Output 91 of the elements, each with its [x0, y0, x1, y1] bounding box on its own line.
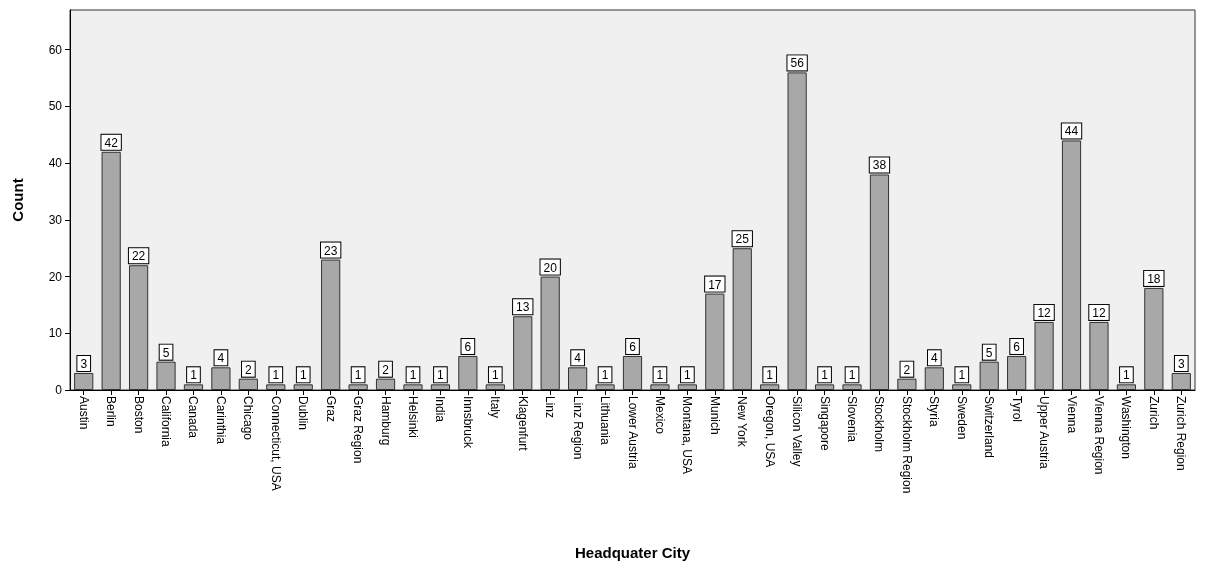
- y-tick-label: 20: [48, 269, 63, 284]
- x-tick-label: Lithuania: [598, 396, 613, 446]
- data-label: 1: [821, 368, 829, 383]
- x-tick-label: Zurich: [1146, 396, 1161, 430]
- data-label: 1: [354, 368, 362, 383]
- x-tick-label: Vienna Region: [1091, 396, 1106, 475]
- x-tick-label: Oregon, USA: [762, 396, 777, 468]
- x-tick-label: Austin: [76, 396, 91, 430]
- data-label: 5: [985, 345, 993, 360]
- data-label: 17: [708, 277, 722, 292]
- y-tick-label: 40: [48, 156, 63, 171]
- x-tick-label: Stockholm: [872, 396, 887, 453]
- data-label: 6: [1013, 339, 1021, 354]
- x-axis-title: Headquater City: [574, 544, 691, 561]
- data-label: 1: [656, 368, 664, 383]
- x-tick-label: Silicon Valley: [790, 396, 805, 467]
- data-label: 2: [382, 362, 390, 377]
- data-label: 3: [80, 356, 88, 371]
- data-label: 5: [162, 345, 170, 360]
- data-label: 12: [1037, 305, 1052, 320]
- x-tick-label: Klagenfurt: [515, 396, 530, 452]
- data-label: 13: [516, 300, 530, 315]
- data-label: 12: [1092, 305, 1106, 320]
- data-label: 2: [903, 362, 911, 377]
- data-label: 1: [601, 368, 609, 383]
- x-tick-label: Innsbruck: [460, 396, 475, 450]
- data-label: 6: [464, 339, 472, 354]
- x-tick-label: Switzerland: [982, 396, 997, 459]
- x-tick-label: Dublin: [296, 396, 311, 431]
- x-tick-label: Lower Austria: [625, 396, 640, 470]
- x-tick-label: Graz: [323, 396, 338, 423]
- x-tick-label: Berlin: [104, 396, 119, 427]
- data-label: 1: [766, 368, 774, 383]
- x-tick-label: Washington: [1119, 396, 1134, 459]
- x-tick-label: Italy: [488, 396, 503, 419]
- data-label: 2: [245, 362, 253, 377]
- data-label: 6: [629, 339, 637, 354]
- data-label: 4: [574, 351, 582, 366]
- data-label: 1: [491, 368, 499, 383]
- x-tick-label: Linz: [543, 396, 558, 419]
- data-label: 44: [1064, 124, 1079, 139]
- data-label: 1: [848, 368, 856, 383]
- x-tick-label: Connecticut, USA: [268, 396, 283, 491]
- data-label: 1: [299, 368, 307, 383]
- x-tick-label: Vienna: [1064, 396, 1079, 434]
- y-tick-label: 10: [48, 326, 63, 341]
- data-label: 4: [217, 351, 225, 366]
- data-label: 56: [790, 56, 805, 71]
- data-label: 42: [104, 135, 119, 150]
- y-tick-label: 30: [48, 212, 63, 227]
- x-tick-label: Munich: [707, 396, 722, 435]
- x-tick-label: Carinthia: [213, 396, 228, 445]
- x-tick-label: Chicago: [241, 396, 256, 441]
- x-tick-label: India: [433, 396, 448, 423]
- x-tick-label: Canada: [186, 396, 201, 439]
- y-tick-label: 60: [48, 42, 63, 57]
- data-label: 1: [409, 368, 417, 383]
- x-tick-label: California: [159, 396, 174, 448]
- x-tick-label: Slovenia: [845, 396, 860, 443]
- data-label: 4: [930, 351, 938, 366]
- data-label: 1: [437, 368, 445, 383]
- data-label: 1: [1123, 368, 1131, 383]
- x-tick-label: Hamburg: [378, 396, 393, 446]
- data-label: 18: [1147, 271, 1161, 286]
- data-label: 1: [958, 368, 966, 383]
- data-label: 38: [872, 158, 887, 173]
- data-label: 1: [684, 368, 692, 383]
- data-label: 1: [272, 368, 280, 383]
- data-label: 1: [190, 368, 198, 383]
- x-tick-label: Tyrol: [1009, 396, 1024, 423]
- x-tick-label: Linz Region: [570, 396, 585, 460]
- x-tick-label: Graz Region: [351, 396, 366, 464]
- y-tick-label: 0: [55, 383, 63, 397]
- data-label: 25: [735, 232, 750, 247]
- data-label: 3: [1177, 356, 1185, 371]
- x-tick-label: Sweden: [954, 396, 969, 440]
- x-tick-label: Boston: [131, 396, 146, 434]
- x-tick-label: Styria: [927, 396, 942, 427]
- x-tick-label: Stockholm Region: [899, 396, 914, 494]
- x-tick-label: Helsinki: [405, 396, 420, 439]
- x-tick-label: Singapore: [817, 396, 832, 452]
- data-label: 20: [543, 260, 558, 275]
- x-tick-label: New York: [735, 396, 750, 448]
- x-tick-label: Upper Austria: [1037, 396, 1052, 470]
- data-label: 22: [131, 249, 146, 264]
- x-tick-label: Zurich Region: [1174, 396, 1189, 471]
- x-tick-label: Montana, USA: [680, 396, 695, 475]
- x-tick-label: Mexico: [652, 396, 667, 435]
- y-tick-label: 50: [48, 99, 63, 114]
- data-label: 23: [323, 243, 338, 258]
- y-axis-title: Count: [9, 178, 26, 222]
